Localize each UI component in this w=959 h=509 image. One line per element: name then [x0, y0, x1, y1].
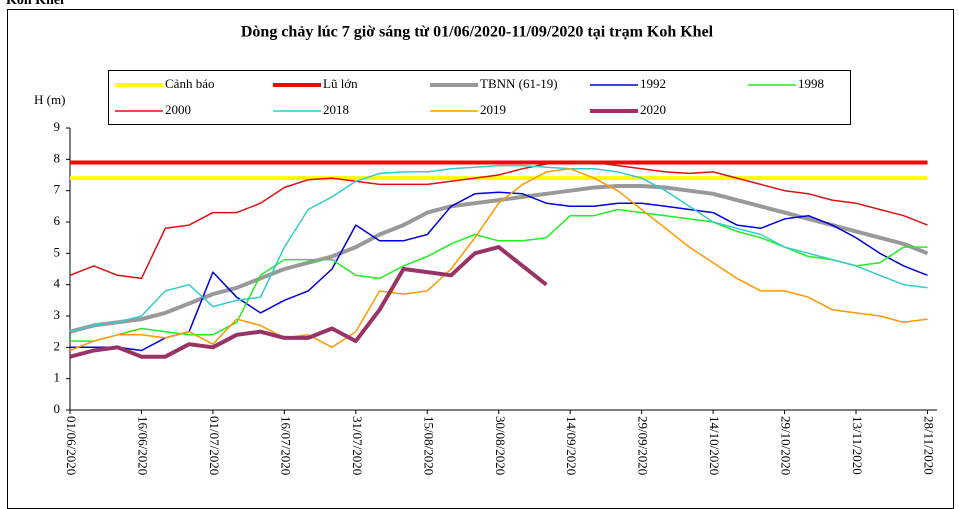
x-tick-label: 13/11/2020 — [850, 416, 865, 475]
x-tick-label: 15/08/2020 — [421, 416, 436, 475]
x-tick-label: 29/10/2020 — [779, 416, 794, 475]
y-tick-label: 2 — [54, 338, 61, 353]
x-tick-label: 14/10/2020 — [707, 416, 722, 475]
legend-label: 2019 — [480, 102, 506, 117]
series-line — [69, 245, 548, 359]
y-tick-label: 6 — [54, 213, 61, 228]
x-tick-label: 31/07/2020 — [350, 416, 365, 475]
y-tick-label: 3 — [54, 307, 61, 322]
x-tick-label: 29/09/2020 — [636, 416, 651, 475]
legend-label: 2000 — [165, 102, 191, 117]
y-tick-label: 5 — [54, 244, 61, 259]
y-tick-label: 7 — [54, 182, 61, 197]
series-line — [69, 184, 929, 334]
series-line — [70, 191, 928, 352]
chart-title: Dòng chảy lúc 7 giờ sáng từ 01/06/2020-1… — [241, 24, 714, 41]
series-line — [69, 167, 928, 352]
x-tick-label: 28/11/2020 — [921, 416, 936, 475]
y-tick-label: 1 — [54, 370, 61, 385]
x-tick-label: 01/06/2020 — [64, 416, 79, 475]
x-tick-label: 16/06/2020 — [135, 416, 150, 475]
legend-label: 2018 — [323, 102, 349, 117]
legend-label: 2020 — [640, 102, 666, 117]
y-axis-label: H (m) — [34, 92, 65, 107]
legend-label: 1998 — [798, 76, 824, 91]
x-tick-label: 30/08/2020 — [493, 416, 508, 475]
legend-label: Cảnh báo — [165, 76, 214, 91]
legend-box — [108, 70, 851, 125]
y-tick-label: 9 — [54, 119, 61, 134]
y-tick-label: 8 — [54, 150, 61, 165]
legend-label: TBNN (61-19) — [480, 76, 558, 91]
legend-label: Lũ lớn — [323, 76, 358, 91]
series-line — [69, 164, 928, 333]
page-header: Koh Khel — [6, 0, 64, 8]
series-line — [69, 161, 928, 280]
legend-label: 1992 — [640, 76, 666, 91]
y-tick-label: 0 — [54, 401, 61, 416]
series-line — [70, 208, 928, 342]
x-tick-label: 14/09/2020 — [564, 416, 579, 475]
y-tick-label: 4 — [54, 276, 61, 291]
x-tick-label: 01/07/2020 — [207, 416, 222, 475]
x-tick-label: 16/07/2020 — [278, 416, 293, 475]
